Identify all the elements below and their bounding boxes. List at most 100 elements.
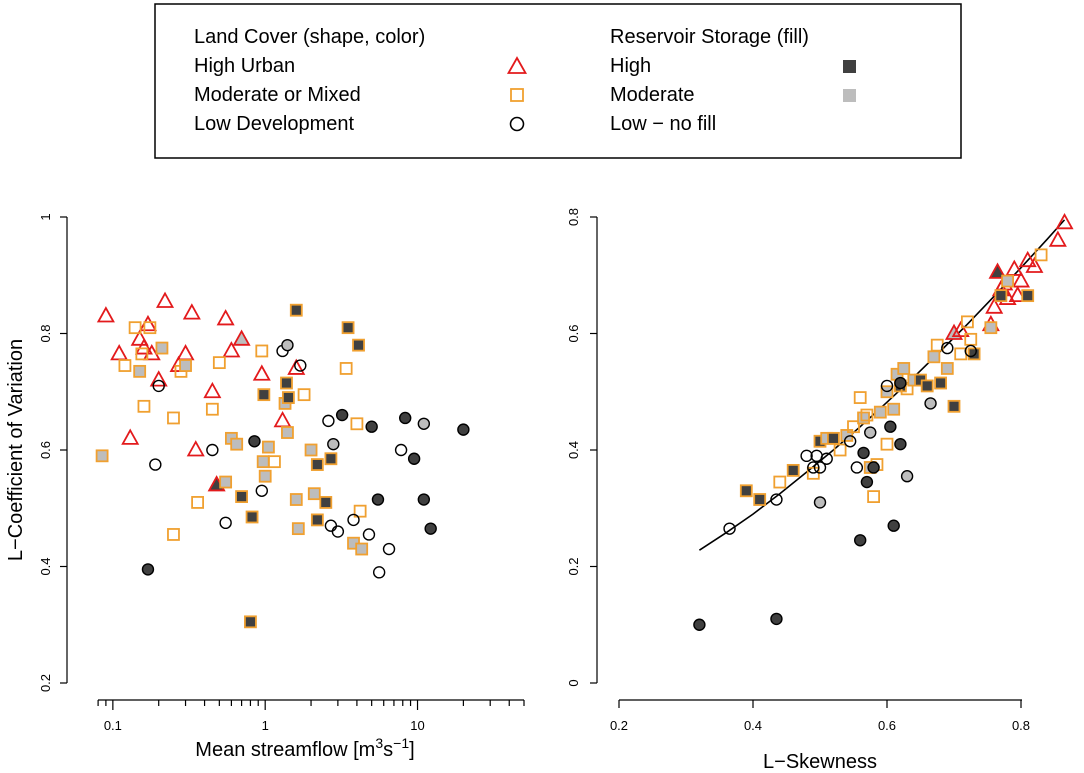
right-point-mixed-45 — [934, 376, 947, 390]
left-x-axis-title: Mean streamflow [m3s−1] — [195, 735, 414, 761]
left-point-low-74 — [248, 435, 261, 448]
left-point-low-94 — [417, 417, 431, 430]
right-point-mixed-43 — [927, 350, 941, 364]
left-point-low-79 — [322, 414, 335, 428]
right-point-low-65 — [813, 461, 827, 474]
left-point-mixed-58 — [310, 513, 324, 527]
left-point-mixed-60 — [319, 496, 333, 509]
left-point-mixed-44 — [257, 388, 271, 402]
right-point-mixed-38 — [897, 362, 911, 375]
right-point-mixed-28 — [860, 408, 874, 422]
right-point-urban-8 — [1005, 259, 1024, 276]
left-x-axis-title-sup1: 3 — [375, 735, 383, 751]
left-point-low-72 — [206, 443, 219, 457]
left-x-tick-label: 1 — [262, 718, 269, 733]
right-x-tick-label: 0.8 — [1012, 718, 1030, 733]
right-point-urban-14 — [1055, 212, 1074, 230]
legend-circle-icon — [509, 116, 525, 132]
left-point-mixed-49 — [280, 376, 293, 390]
right-point-low-79 — [900, 470, 914, 483]
right-point-low-75 — [884, 420, 897, 433]
left-point-mixed-32 — [179, 359, 192, 372]
left-y-axis-title: L−Coefficient of Variation — [5, 339, 27, 561]
right-point-mixed-15 — [739, 484, 753, 498]
right-point-mixed-51 — [967, 347, 981, 361]
left-point-mixed-59 — [310, 458, 324, 471]
left-point-low-87 — [371, 493, 385, 506]
left-point-urban-2 — [121, 428, 140, 445]
left-point-mixed-51 — [281, 391, 295, 404]
right-point-mixed-22 — [827, 431, 840, 445]
left-point-mixed-68 — [355, 542, 369, 556]
left-point-mixed-55 — [297, 388, 311, 402]
right-point-mixed-47 — [947, 399, 961, 413]
right-point-urban-12 — [1025, 256, 1044, 273]
left-point-urban-11 — [182, 303, 201, 320]
left-point-mixed-30 — [167, 528, 180, 541]
right-y-tick-label: 0.6 — [566, 324, 581, 342]
right-point-mixed-34 — [880, 437, 894, 451]
right-point-low-58 — [723, 522, 736, 535]
left-point-urban-0 — [96, 306, 115, 323]
left-y-tick-label: 1 — [38, 213, 53, 220]
left-point-urban-17 — [273, 411, 292, 428]
right-point-mixed-26 — [853, 391, 867, 404]
right-point-mixed-54 — [1001, 274, 1014, 288]
right-point-low-77 — [894, 376, 907, 390]
right-point-mixed-25 — [847, 420, 860, 434]
left-point-mixed-36 — [219, 475, 233, 489]
right-point-mixed-53 — [994, 289, 1008, 303]
right-point-mixed-17 — [773, 475, 787, 489]
left-point-mixed-54 — [291, 522, 305, 536]
right-point-mixed-55 — [1021, 289, 1035, 303]
right-x-tick-label: 0.2 — [610, 718, 628, 733]
left-point-mixed-61 — [324, 452, 338, 466]
left-x-tick-label: 0.1 — [104, 718, 122, 733]
left-point-low-90 — [394, 443, 408, 457]
left-point-mixed-24 — [133, 364, 147, 378]
left-point-mixed-27 — [143, 321, 157, 335]
left-point-mixed-67 — [353, 504, 367, 518]
legend-label-low-development: Low Development — [194, 113, 355, 135]
right-point-low-61 — [800, 449, 813, 463]
right-point-low-80 — [924, 397, 937, 410]
right-point-low-82 — [964, 344, 977, 358]
left-point-low-91 — [398, 411, 412, 425]
right-y-tick-label: 0 — [566, 679, 581, 686]
left-points — [95, 291, 470, 629]
right-point-mixed-48 — [954, 347, 968, 361]
right-point-mixed-32 — [873, 405, 887, 419]
legend-label-storage-high: High — [610, 55, 651, 77]
left-point-urban-3 — [130, 329, 149, 346]
left-x-axis-title-post: ] — [409, 739, 415, 761]
left-point-mixed-25 — [135, 347, 149, 361]
left-ticks: 0.2 0.4 0.6 0.8 1 0.1 1 10 — [38, 213, 525, 733]
left-point-low-83 — [335, 408, 349, 422]
left-point-mixed-35 — [212, 356, 226, 370]
right-point-low-64 — [813, 496, 827, 509]
left-point-mixed-26 — [137, 399, 151, 413]
left-point-mixed-38 — [230, 437, 244, 451]
right-y-tick-label: 0.4 — [566, 441, 581, 459]
left-x-axis-title-sup2: −1 — [393, 735, 409, 751]
left-point-mixed-34 — [205, 402, 219, 416]
left-y-tick-label: 0.8 — [38, 324, 53, 342]
left-x-axis-title-pre: Mean streamflow [m — [195, 739, 375, 761]
left-point-mixed-41 — [245, 510, 259, 524]
right-point-mixed-30 — [867, 490, 880, 504]
left-point-mixed-39 — [235, 490, 248, 504]
right-point-mixed-27 — [857, 411, 870, 425]
left-point-mixed-45 — [258, 469, 272, 483]
left-point-mixed-23 — [128, 321, 142, 335]
left-point-low-71 — [152, 379, 165, 393]
left-point-mixed-43 — [256, 455, 270, 469]
right-y-tick-label: 0.8 — [566, 208, 581, 226]
left-point-mixed-42 — [255, 344, 269, 358]
right-point-urban-10 — [1011, 271, 1031, 288]
left-point-low-89 — [382, 542, 396, 556]
left-point-urban-1 — [110, 344, 129, 361]
right-point-urban-11 — [1018, 250, 1037, 268]
left-point-mixed-66 — [352, 338, 365, 352]
left-point-urban-5 — [138, 314, 157, 332]
left-point-low-95 — [424, 522, 437, 535]
